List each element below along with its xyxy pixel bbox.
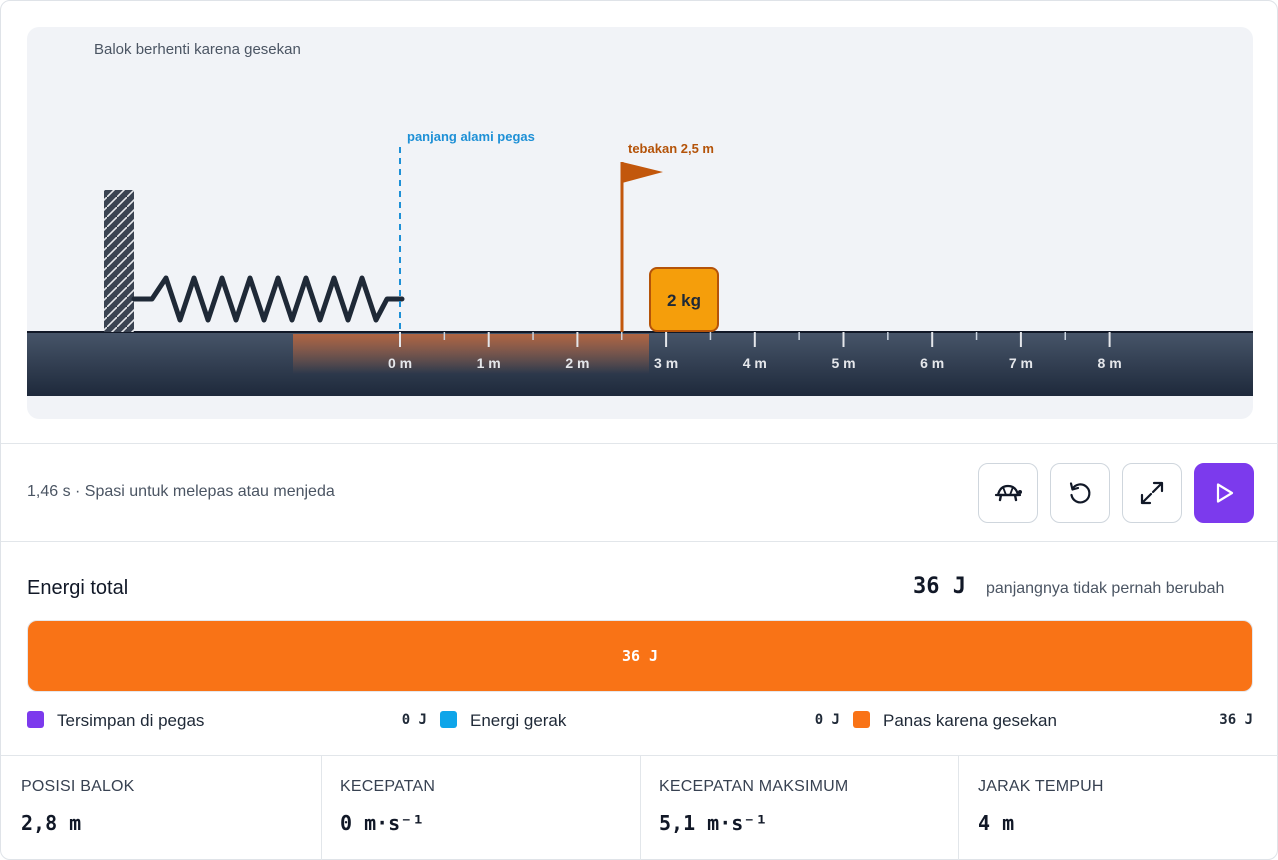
guess-flag-icon[interactable] <box>622 162 663 183</box>
stat-divider <box>958 756 959 860</box>
legend-value-kinetic: 0 J <box>814 712 840 728</box>
ruler-label: 2 m <box>565 355 589 371</box>
stat-label: POSISI BALOK <box>21 778 135 795</box>
legend-value-friction: 36 J <box>1219 712 1253 728</box>
slow-motion-button[interactable] <box>978 463 1038 523</box>
stat-label: JARAK TEMPUH <box>978 778 1104 795</box>
stat-value: 4 m <box>978 811 1015 835</box>
reset-button[interactable] <box>1050 463 1110 523</box>
legend-label-friction: Panas karena gesekan <box>883 711 1057 730</box>
time-hint: 1,46 s · Spasi untuk melepas atau menjed… <box>27 483 335 500</box>
block[interactable] <box>649 267 719 332</box>
wall <box>104 190 134 332</box>
legend-label-spring: Tersimpan di pegas <box>57 711 205 730</box>
stat-max-velocity: KECEPATAN MAKSIMUM 5,1 m·s⁻¹ <box>639 756 959 860</box>
ruler: 0 m 1 m 2 m 3 m 4 m 5 m 6 m 7 m 8 m <box>388 332 1122 371</box>
expand-icon <box>1139 480 1165 506</box>
divider <box>1 755 1278 756</box>
divider <box>1 541 1278 542</box>
energy-bar: 36 J <box>27 620 1253 692</box>
block-label: 2 kg <box>667 291 701 310</box>
energy-total-value: 36 J <box>913 574 966 599</box>
stat-label: KECEPATAN <box>340 778 436 795</box>
divider <box>1 443 1278 444</box>
legend-swatch-friction <box>853 711 870 728</box>
reset-icon <box>1067 480 1093 506</box>
friction-heat-region <box>293 334 649 374</box>
ruler-label: 1 m <box>477 355 501 371</box>
fullscreen-button[interactable] <box>1122 463 1182 523</box>
ruler-label: 7 m <box>1009 355 1033 371</box>
ruler-label: 4 m <box>743 355 767 371</box>
stat-value: 5,1 m·s⁻¹ <box>659 811 768 835</box>
play-icon <box>1212 481 1236 505</box>
stat-label: KECEPATAN MAKSIMUM <box>659 778 849 795</box>
stat-value: 2,8 m <box>21 811 82 835</box>
spring <box>131 275 405 323</box>
stat-block-position: POSISI BALOK 2,8 m <box>1 756 321 860</box>
simulation-canvas: panjang alami pegas tebakan 2,5 m 2 kg 0… <box>27 129 1253 396</box>
stat-divider <box>321 756 322 860</box>
ruler-label: 6 m <box>920 355 944 371</box>
legend-swatch-spring <box>27 711 44 728</box>
ruler-label: 0 m <box>388 355 412 371</box>
stat-velocity: KECEPATAN 0 m·s⁻¹ <box>320 756 640 860</box>
simulation-status: Balok berhenti karena gesekan <box>94 41 301 58</box>
stat-divider <box>640 756 641 860</box>
play-button[interactable] <box>1194 463 1254 523</box>
energy-bar-fill-friction <box>28 621 1252 691</box>
energy-bar-label: 36 J <box>621 647 659 665</box>
ruler-label: 5 m <box>831 355 855 371</box>
ruler-label: 3 m <box>654 355 678 371</box>
legend-label-kinetic: Energi gerak <box>470 711 567 730</box>
simulation-stage[interactable]: panjang alami pegas tebakan 2,5 m 2 kg 0… <box>27 27 1253 419</box>
energy-title: Energi total <box>27 577 129 599</box>
guess-flag-label: tebakan 2,5 m <box>628 141 714 156</box>
spring-rest-label: panjang alami pegas <box>407 129 535 144</box>
turtle-icon <box>994 483 1022 503</box>
stat-distance: JARAK TEMPUH 4 m <box>958 756 1278 860</box>
legend-swatch-kinetic <box>440 711 457 728</box>
legend-value-spring: 0 J <box>401 712 427 728</box>
ruler-label: 8 m <box>1098 355 1122 371</box>
stat-value: 0 m·s⁻¹ <box>340 811 425 835</box>
energy-note: panjangnya tidak pernah berubah <box>986 580 1225 597</box>
